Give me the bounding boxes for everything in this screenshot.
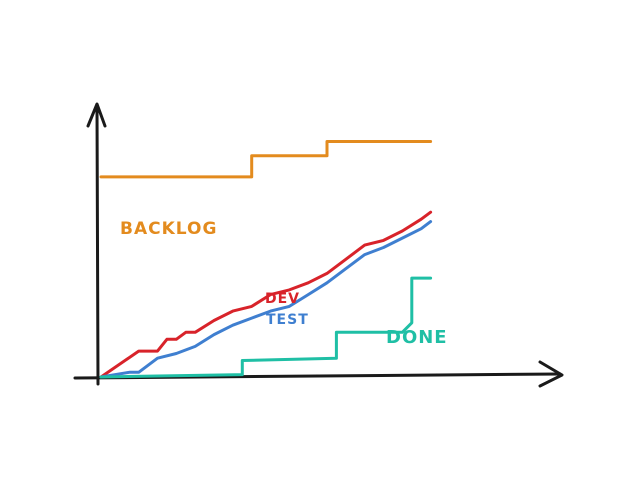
dev-series-label: DEV [265,291,300,307]
axes [73,102,564,388]
backlog-series-label: BACKLOG [120,219,217,239]
y-axis [95,106,100,386]
series-layer [99,140,433,379]
done-series-label: DONE [386,327,448,348]
backlog-series-line [99,140,433,179]
done-series-line [99,276,433,379]
y-axis-arrowhead [86,102,107,128]
x-axis-arrowhead [538,360,564,388]
dev-series-line [99,210,433,379]
test-series-line [99,220,433,379]
test-series-label: TEST [266,312,309,328]
label-layer: BACKLOG DEV TEST DONE [120,219,448,348]
